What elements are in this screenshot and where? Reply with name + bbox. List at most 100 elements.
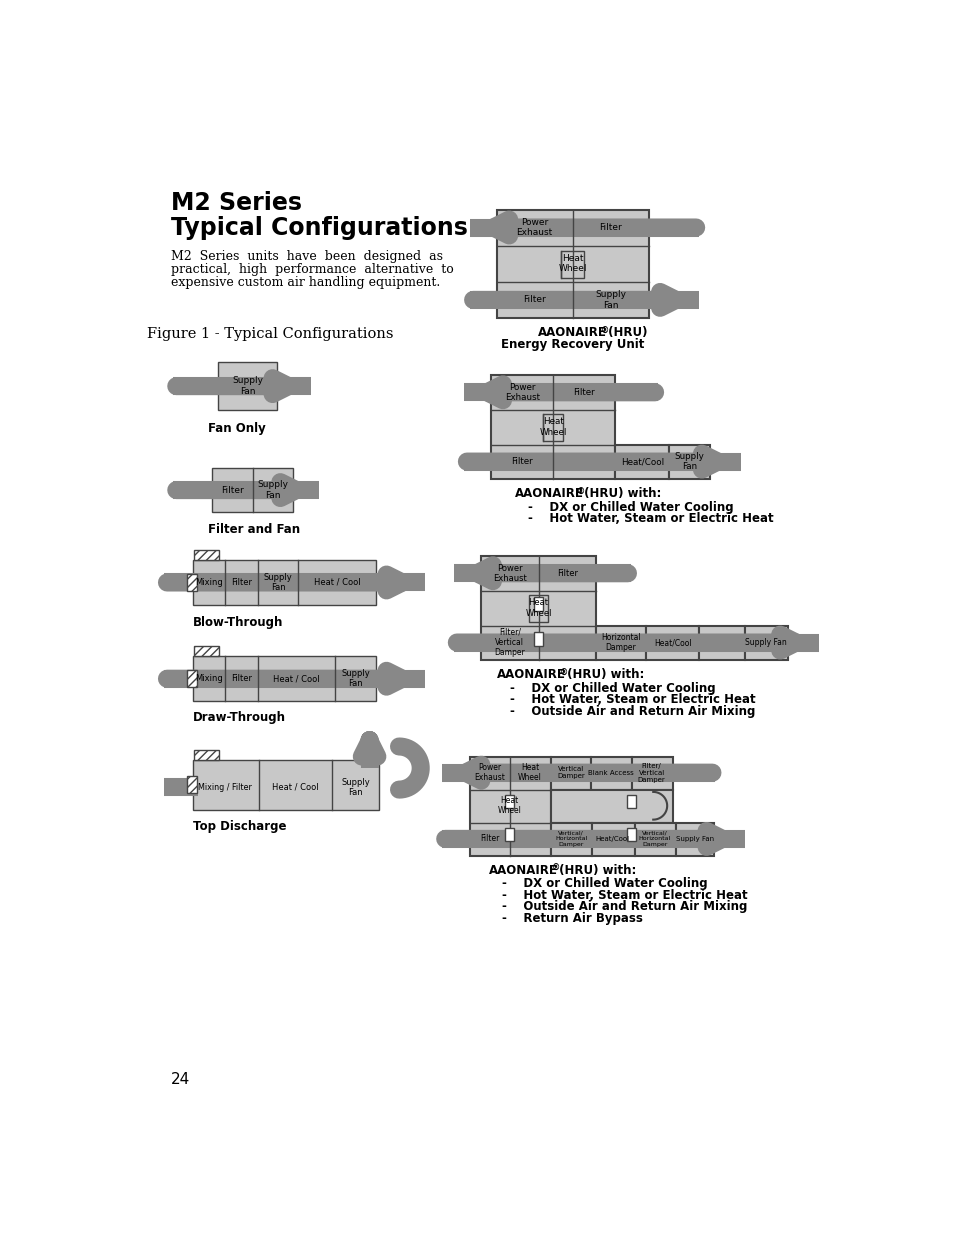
Text: Energy Recovery Unit: Energy Recovery Unit bbox=[500, 338, 643, 352]
Bar bbox=[193, 561, 375, 605]
Text: -    Hot Water, Steam or Electric Heat: - Hot Water, Steam or Electric Heat bbox=[509, 693, 755, 706]
Bar bbox=[534, 597, 542, 611]
Text: Supply Fan: Supply Fan bbox=[744, 638, 786, 647]
Bar bbox=[626, 829, 636, 841]
Text: ®: ® bbox=[558, 668, 567, 678]
Text: Filter: Filter bbox=[231, 674, 252, 683]
Text: Blank Access: Blank Access bbox=[588, 769, 634, 776]
Text: Heat
Wheel: Heat Wheel bbox=[539, 417, 566, 437]
Text: Power
Exhaust: Power Exhaust bbox=[516, 217, 552, 237]
Bar bbox=[187, 776, 196, 793]
Bar bbox=[615, 445, 669, 479]
Bar bbox=[194, 646, 219, 656]
Text: practical,  high  performance  alternative  to: practical, high performance alternative … bbox=[171, 263, 454, 275]
Text: Filter: Filter bbox=[231, 578, 252, 587]
Text: Power
Exhaust: Power Exhaust bbox=[504, 383, 539, 401]
Text: -    DX or Chilled Water Cooling: - DX or Chilled Water Cooling bbox=[527, 501, 733, 514]
Text: Filter/
Vertical
Damper: Filter/ Vertical Damper bbox=[638, 763, 665, 783]
Text: -    Return Air Bypass: - Return Air Bypass bbox=[501, 911, 642, 925]
Bar bbox=[194, 550, 219, 561]
Bar bbox=[218, 362, 277, 410]
Text: ®: ® bbox=[551, 864, 559, 873]
Bar bbox=[699, 626, 744, 661]
Text: Vertical
Damper: Vertical Damper bbox=[557, 766, 584, 779]
Bar bbox=[529, 595, 547, 621]
Text: Supply
Fan: Supply Fan bbox=[341, 778, 370, 797]
Text: Supply
Fan: Supply Fan bbox=[263, 573, 293, 592]
Text: Supply
Fan: Supply Fan bbox=[257, 480, 288, 500]
Text: (HRU): (HRU) bbox=[603, 326, 646, 340]
Text: Vertical/
Horizontal
Damper: Vertical/ Horizontal Damper bbox=[555, 831, 587, 847]
Text: Mixing: Mixing bbox=[195, 674, 223, 683]
Text: Typical Configurations: Typical Configurations bbox=[171, 216, 468, 240]
Bar bbox=[669, 445, 709, 479]
Text: Power
Exhaust: Power Exhaust bbox=[474, 763, 504, 782]
Text: Heat / Cool: Heat / Cool bbox=[314, 578, 360, 587]
Text: Supply
Fan: Supply Fan bbox=[595, 290, 625, 310]
Bar bbox=[505, 795, 514, 808]
Text: Vertical/
Horizontal
Damper: Vertical/ Horizontal Damper bbox=[638, 831, 670, 847]
Bar bbox=[491, 375, 615, 479]
Text: 24: 24 bbox=[171, 1072, 191, 1087]
Text: -    DX or Chilled Water Cooling: - DX or Chilled Water Cooling bbox=[509, 682, 715, 695]
Text: Figure 1 - Typical Configurations: Figure 1 - Typical Configurations bbox=[147, 327, 394, 341]
Text: Supply
Fan: Supply Fan bbox=[674, 452, 703, 472]
Text: Filter and Fan: Filter and Fan bbox=[208, 524, 300, 536]
Text: -    DX or Chilled Water Cooling: - DX or Chilled Water Cooling bbox=[501, 877, 707, 890]
Text: -    Hot Water, Steam or Electric Heat: - Hot Water, Steam or Electric Heat bbox=[501, 889, 747, 902]
Text: -    Hot Water, Steam or Electric Heat: - Hot Water, Steam or Electric Heat bbox=[527, 513, 773, 525]
Bar bbox=[591, 757, 631, 789]
Text: Heat/Cool: Heat/Cool bbox=[653, 638, 691, 647]
Text: Fan Only: Fan Only bbox=[208, 421, 266, 435]
Text: Filter: Filter bbox=[221, 485, 244, 494]
Text: Supply
Fan: Supply Fan bbox=[233, 377, 263, 396]
Text: Filter/
Vertical
Damper: Filter/ Vertical Damper bbox=[494, 627, 525, 657]
Bar bbox=[596, 626, 645, 661]
Bar bbox=[193, 761, 378, 810]
Bar bbox=[550, 823, 592, 856]
Bar bbox=[634, 823, 675, 856]
Text: Horizontal
Damper: Horizontal Damper bbox=[600, 632, 639, 652]
Bar bbox=[550, 789, 672, 823]
Text: expensive custom air handling equipment.: expensive custom air handling equipment. bbox=[171, 275, 440, 289]
Text: Supply Fan: Supply Fan bbox=[676, 836, 714, 842]
Bar bbox=[505, 829, 514, 841]
Text: ®: ® bbox=[577, 488, 585, 496]
Text: Filter: Filter bbox=[479, 835, 498, 844]
Text: Power
Exhaust: Power Exhaust bbox=[493, 563, 526, 583]
Text: Draw-Through: Draw-Through bbox=[193, 711, 286, 724]
Bar bbox=[560, 251, 583, 278]
Bar bbox=[469, 757, 550, 856]
Text: Heat
Wheel: Heat Wheel bbox=[517, 763, 541, 782]
Text: Filter: Filter bbox=[557, 569, 578, 578]
Text: M2 Series: M2 Series bbox=[171, 190, 302, 215]
Bar bbox=[497, 210, 648, 319]
Text: Heat / Cool: Heat / Cool bbox=[272, 783, 318, 792]
Text: Heat
Wheel: Heat Wheel bbox=[558, 254, 586, 273]
Text: Supply
Fan: Supply Fan bbox=[341, 669, 370, 688]
Text: (HRU) with:: (HRU) with: bbox=[579, 487, 661, 500]
Text: -    Outside Air and Return Air Mixing: - Outside Air and Return Air Mixing bbox=[501, 900, 747, 914]
Text: Top Discharge: Top Discharge bbox=[193, 820, 286, 834]
Text: Filter: Filter bbox=[573, 388, 595, 396]
Text: Heat
Wheel: Heat Wheel bbox=[525, 598, 551, 618]
Bar bbox=[645, 626, 699, 661]
Bar bbox=[212, 468, 293, 513]
Bar bbox=[631, 757, 672, 789]
Text: Filter: Filter bbox=[511, 457, 533, 466]
Bar bbox=[187, 671, 196, 687]
Text: AAONAIRE: AAONAIRE bbox=[497, 668, 565, 680]
Text: Heat
Wheel: Heat Wheel bbox=[497, 797, 521, 815]
Text: Filter: Filter bbox=[598, 224, 621, 232]
Text: ®: ® bbox=[599, 327, 608, 336]
Text: Mixing: Mixing bbox=[195, 578, 223, 587]
Bar bbox=[744, 626, 787, 661]
Text: AAONAIRE: AAONAIRE bbox=[537, 326, 606, 340]
Text: Heat/Cool: Heat/Cool bbox=[620, 457, 663, 466]
Bar bbox=[592, 823, 634, 856]
Text: (HRU) with:: (HRU) with: bbox=[562, 668, 643, 680]
Text: Heat / Cool: Heat / Cool bbox=[274, 674, 319, 683]
Text: AAONAIRE: AAONAIRE bbox=[489, 863, 558, 877]
Bar bbox=[534, 632, 542, 646]
Bar bbox=[550, 757, 591, 789]
